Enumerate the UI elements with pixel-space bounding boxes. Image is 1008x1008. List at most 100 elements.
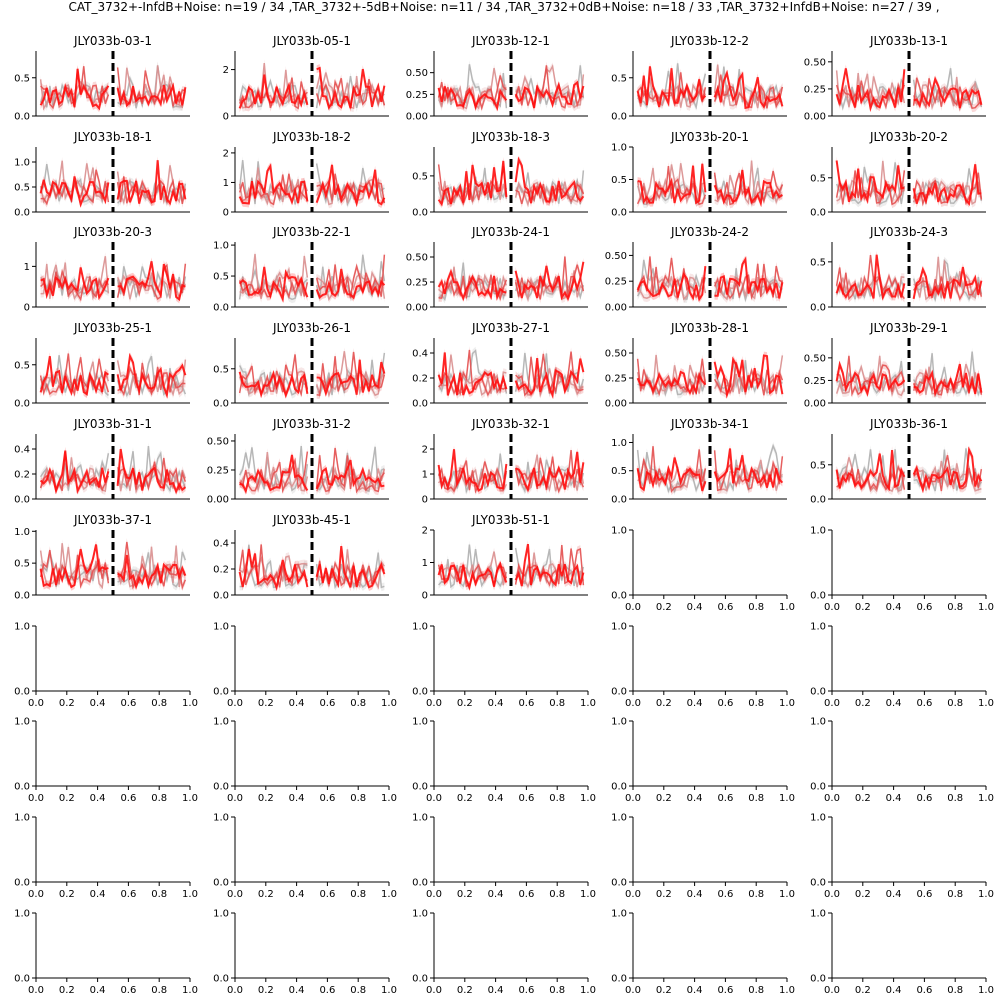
y-tick-label: 1.0 [14, 717, 30, 728]
y-tick-label: 1.0 [611, 909, 627, 920]
panel: JLY033b-20-1 0.0 0.5 1.0 [611, 130, 787, 219]
panel: JLY033b-18-2 0 1 2 [223, 130, 389, 219]
empty-axes: 0.0 0.2 0.4 0.6 0.8 1.0 0.0 1.0 [611, 909, 795, 997]
series-line [239, 451, 309, 494]
x-tick-label: 0.6 [319, 793, 335, 804]
panel: JLY033b-25-1 0.0 0.5 [14, 321, 190, 410]
x-tick-label: 1.0 [978, 602, 994, 613]
x-tick-label: 0.0 [824, 889, 840, 900]
panel-title: JLY033b-24-3 [869, 225, 948, 239]
y-tick-label: 1.0 [14, 158, 30, 169]
empty-axes: 0.0 0.2 0.4 0.6 0.8 1.0 0.0 1.0 [611, 717, 795, 805]
error-band [637, 262, 706, 304]
y-tick-label: 1.0 [611, 622, 627, 633]
x-tick-label: 0.8 [350, 985, 366, 996]
x-tick-label: 0.8 [549, 985, 565, 996]
y-tick-label: 0.0 [810, 687, 826, 698]
x-tick-label: 0.0 [625, 698, 641, 709]
series-line [835, 254, 906, 301]
x-tick-label: 0.8 [350, 698, 366, 709]
series-line [636, 259, 707, 300]
y-tick-label: 0.50 [207, 436, 229, 447]
series-line [713, 361, 784, 396]
y-tick-label: 0.5 [611, 175, 627, 186]
x-tick-label: 0.6 [518, 889, 534, 900]
y-tick-label: 0.5 [14, 559, 30, 570]
x-tick-label: 0.0 [426, 698, 442, 709]
y-tick-label: 0.5 [810, 257, 826, 268]
panel: JLY033b-12-1 0.00 0.25 0.50 [406, 34, 588, 123]
series-trace [438, 252, 585, 304]
empty-axes: 0.0 0.2 0.4 0.6 0.8 1.0 0.0 1.0 [213, 909, 397, 997]
panel-title: JLY033b-32-1 [471, 417, 550, 431]
y-tick-label: 0.0 [412, 208, 428, 219]
series-line [316, 66, 386, 110]
empty-axes: 0.0 0.2 0.4 0.6 0.8 1.0 0.0 1.0 [14, 622, 198, 710]
x-tick-label: 0.8 [748, 793, 764, 804]
error-band [316, 444, 385, 496]
series-line [912, 266, 983, 300]
y-tick-label: 0.00 [605, 303, 627, 314]
series-line [713, 169, 783, 208]
x-tick-label: 1.0 [580, 889, 596, 900]
x-tick-label: 1.0 [978, 985, 994, 996]
y-tick-label: 0.0 [611, 687, 627, 698]
error-band [316, 265, 385, 302]
panel: JLY033b-05-1 0 2 [223, 34, 389, 123]
y-tick-label: 1.0 [213, 241, 229, 252]
series-trace [637, 159, 783, 208]
x-tick-label: 0.2 [258, 698, 274, 709]
panel-title: JLY033b-18-1 [73, 130, 152, 144]
y-tick-label: 2 [422, 526, 428, 537]
x-tick-label: 0.8 [350, 793, 366, 804]
x-tick-label: 1.0 [182, 793, 198, 804]
panel-title: JLY033b-27-1 [471, 321, 550, 335]
panel-title: JLY033b-31-2 [272, 417, 351, 431]
error-band [714, 351, 783, 399]
empty-axes: 0.0 0.2 0.4 0.6 0.8 1.0 0.0 1.0 [810, 622, 994, 710]
series-line [515, 351, 584, 397]
error-band [40, 351, 109, 400]
x-tick-label: 0.4 [488, 793, 504, 804]
x-tick-label: 0.2 [457, 793, 473, 804]
y-tick-label: 1.0 [14, 813, 30, 824]
y-tick-label: 0.0 [611, 112, 627, 123]
y-tick-label: 1.0 [412, 813, 428, 824]
x-tick-label: 0.8 [151, 698, 167, 709]
x-tick-label: 1.0 [779, 602, 795, 613]
x-tick-label: 0.2 [457, 889, 473, 900]
empty-axes: 0.0 0.2 0.4 0.6 0.8 1.0 0.0 1.0 [412, 622, 596, 710]
y-tick-label: 0.0 [14, 974, 30, 985]
panel-title: JLY033b-03-1 [73, 34, 152, 48]
y-tick-label: 0.0 [14, 878, 30, 889]
x-tick-label: 0.4 [886, 602, 902, 613]
x-tick-label: 0.4 [90, 985, 106, 996]
series-line [514, 256, 585, 300]
series-line [836, 360, 906, 395]
x-tick-label: 0.8 [947, 698, 963, 709]
x-tick-label: 0.4 [687, 985, 703, 996]
series-line [835, 160, 905, 205]
error-band [40, 349, 109, 398]
x-tick-label: 0.4 [90, 793, 106, 804]
panel: JLY033b-29-1 0.00 0.25 0.50 [804, 321, 986, 410]
series-line [912, 164, 982, 206]
y-tick-label: 0.2 [213, 565, 229, 576]
error-band [438, 157, 507, 209]
series-line [437, 160, 508, 207]
y-tick-label: 0.4 [213, 539, 229, 550]
y-tick-label: 0.0 [213, 399, 229, 410]
y-tick-label: 0.0 [611, 974, 627, 985]
panel-title: JLY033b-26-1 [272, 321, 351, 335]
series-line [835, 450, 906, 492]
series-line [636, 449, 707, 494]
y-tick-label: 0.0 [213, 687, 229, 698]
x-tick-label: 0.8 [947, 985, 963, 996]
y-tick-label: 1 [24, 262, 30, 273]
y-tick-label: 0.0 [611, 495, 627, 506]
series-line [315, 164, 386, 208]
y-tick-label: 1.0 [611, 143, 627, 154]
series-line [238, 74, 309, 109]
x-tick-label: 1.0 [182, 889, 198, 900]
error-band [117, 81, 186, 110]
